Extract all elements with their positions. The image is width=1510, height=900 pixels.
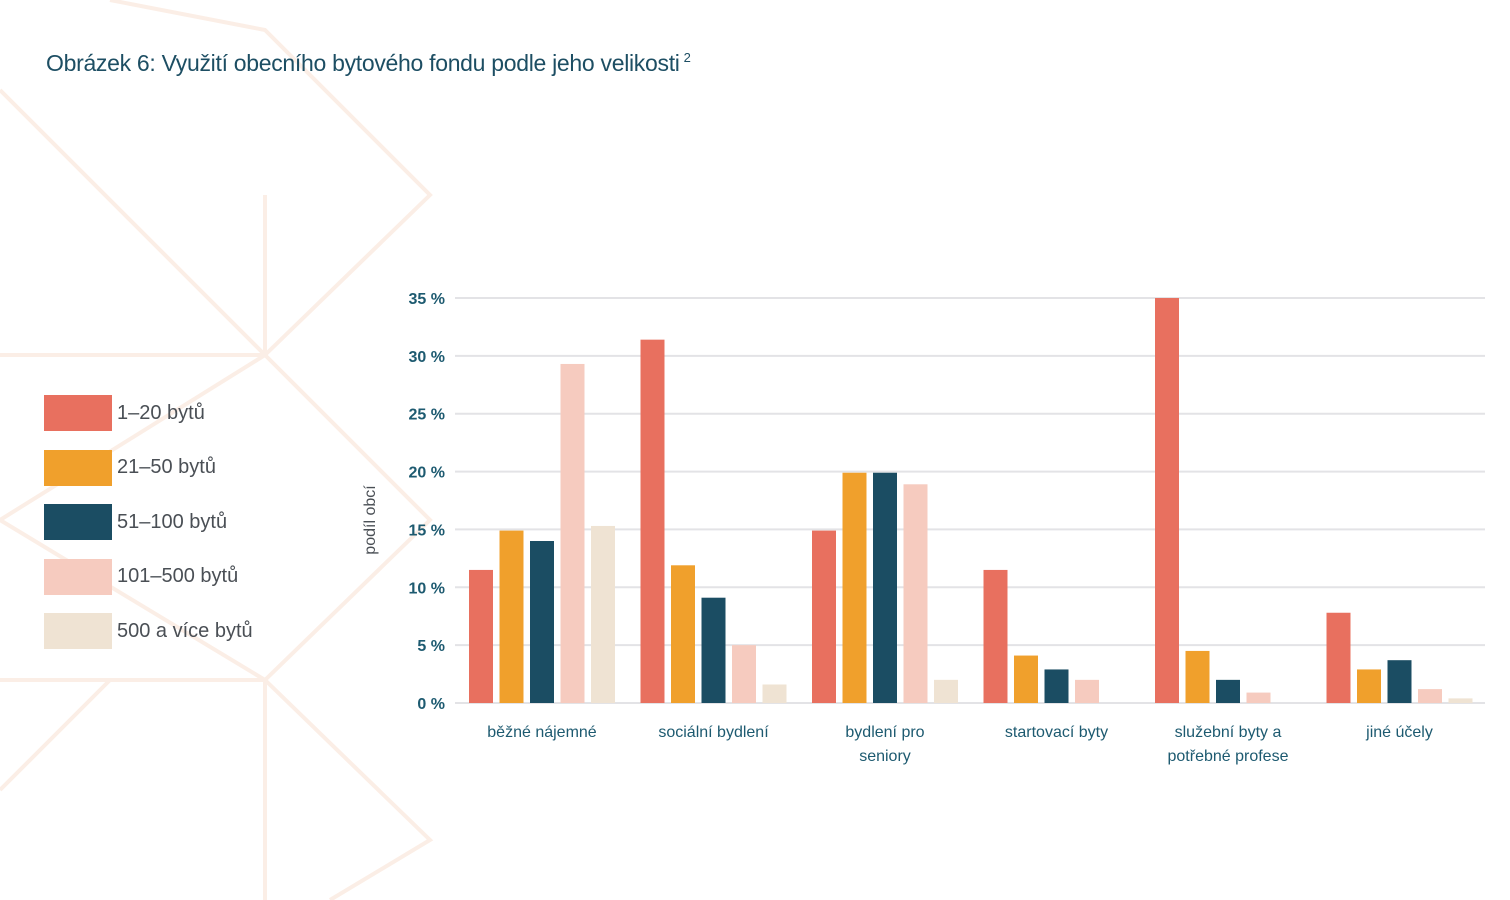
bar-4 — [560, 363, 585, 703]
x-category-label: běžné nájemné — [487, 724, 597, 741]
bar-3 — [1044, 669, 1069, 703]
bar-1 — [1326, 612, 1351, 703]
y-axis-label: podíl obcí — [362, 485, 379, 555]
bar-1 — [469, 569, 493, 703]
legend-swatch — [44, 558, 112, 595]
bar-5 — [934, 679, 958, 703]
y-tick-label: 20 % — [409, 465, 445, 482]
legend-label: 1–20 bytů — [117, 401, 205, 424]
legend-swatch — [44, 449, 112, 486]
chart-title: Obrázek 6: Využití obecního bytového fon… — [46, 50, 691, 77]
legend-label: 51–100 bytů — [117, 510, 228, 533]
legend-swatch — [44, 613, 112, 649]
legend-swatch — [44, 395, 112, 431]
bar-4 — [903, 484, 928, 703]
x-category-label: sociální bydlení — [658, 724, 769, 741]
x-category-label: bydlení pro — [845, 724, 924, 741]
x-category-label: služební byty a — [1175, 724, 1282, 741]
bar-5 — [762, 684, 787, 703]
x-category-label: jiné účely — [1365, 724, 1433, 741]
y-tick-label: 0 % — [417, 696, 445, 713]
y-tick-label: 5 % — [417, 638, 445, 655]
bar-4 — [1075, 679, 1099, 703]
footnote-mark: 2 — [683, 50, 691, 66]
bar-4 — [1246, 692, 1271, 703]
bar-1 — [812, 530, 836, 703]
bar-2 — [1014, 655, 1038, 703]
bar-1 — [983, 569, 1008, 703]
legend-label: 21–50 bytů — [117, 456, 216, 478]
bar-2 — [671, 565, 695, 703]
y-tick-label: 35 % — [409, 291, 445, 308]
x-category-label: startovací byty — [1005, 724, 1108, 741]
legend-label: 500 a více bytů — [117, 619, 253, 642]
title-text: Obrázek 6: Využití obecního bytového fon… — [46, 50, 680, 76]
legend-swatch — [44, 504, 112, 540]
bar-3 — [701, 597, 726, 703]
y-tick-label: 15 % — [409, 522, 445, 539]
bar-3 — [1216, 679, 1240, 703]
y-tick-label: 25 % — [409, 407, 445, 424]
legend: 1–20 bytů 21–50 bytů 51–100 bytů 101–500 by… — [44, 395, 253, 668]
bar-5 — [1448, 698, 1473, 703]
legend-item: 21–50 bytů — [44, 449, 253, 486]
bar-3 — [873, 472, 897, 703]
bar-2 — [842, 472, 867, 703]
legend-item: 500 a více bytů — [44, 613, 253, 649]
legend-item: 51–100 bytů — [44, 504, 253, 540]
bar-3 — [530, 541, 554, 703]
bar-4 — [1418, 689, 1442, 703]
bar-4 — [732, 645, 756, 703]
bar-1 — [640, 339, 665, 703]
bar-2 — [1357, 669, 1381, 703]
y-tick-label: 10 % — [409, 580, 445, 597]
legend-label: 101–500 bytů — [117, 565, 239, 587]
bar-1 — [1155, 298, 1179, 703]
y-tick-label: 30 % — [409, 349, 445, 366]
x-category-label: seniory — [859, 748, 911, 765]
bar-3 — [1387, 660, 1412, 703]
x-category-label: potřebné profese — [1168, 748, 1289, 765]
bar-2 — [1185, 650, 1210, 703]
legend-item: 1–20 bytů — [44, 395, 253, 431]
bar-2 — [499, 530, 524, 703]
bar-5 — [591, 525, 615, 703]
legend-item: 101–500 bytů — [44, 558, 253, 595]
